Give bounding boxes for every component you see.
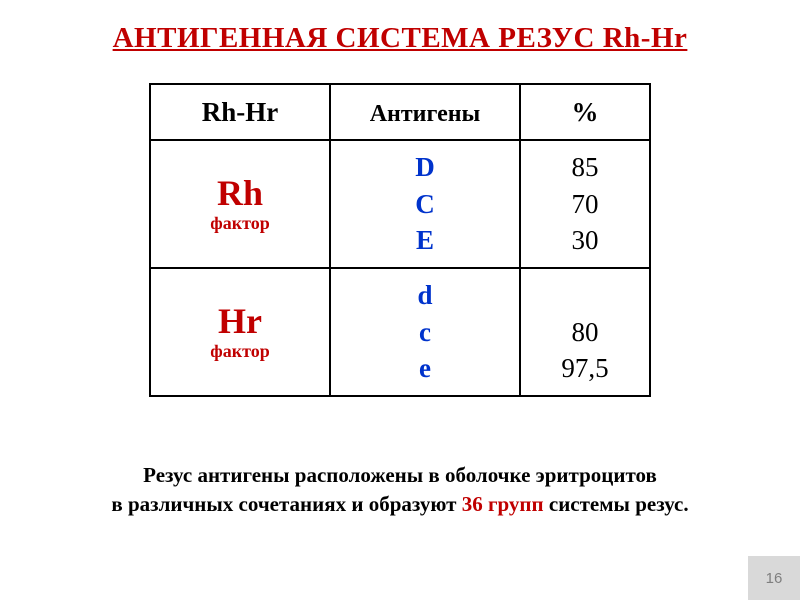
antigen: c xyxy=(331,314,519,350)
header-col2: Антигены xyxy=(370,101,481,127)
footer-line2a: в различных сочетаниях и образуют xyxy=(111,492,461,516)
footer-line2b: системы резус. xyxy=(544,492,689,516)
antigen: E xyxy=(331,222,519,258)
slide-title: АНТИГЕННАЯ СИСТЕМА РЕЗУС Rh-Hr xyxy=(0,0,800,55)
antigen: C xyxy=(331,186,519,222)
factor-name: Hr xyxy=(151,303,329,339)
table-header-row: Rh-Hr Антигены % xyxy=(150,84,650,140)
footer-accent: 36 групп xyxy=(462,492,544,516)
antigen: D xyxy=(331,149,519,185)
percent: 85 xyxy=(521,149,649,185)
percent: 80 xyxy=(521,314,649,350)
header-col1: Rh-Hr xyxy=(202,97,279,127)
header-col3: % xyxy=(572,97,599,127)
table-row: Rh фактор D C E 85 70 30 xyxy=(150,140,650,268)
antigen: d xyxy=(331,277,519,313)
table-container: Rh-Hr Антигены % Rh фактор D C E 85 70 3… xyxy=(0,83,800,397)
footer-text: Резус антигены расположены в оболочке эр… xyxy=(0,461,800,518)
page-number: 16 xyxy=(766,570,783,587)
antigen-table: Rh-Hr Антигены % Rh фактор D C E 85 70 3… xyxy=(149,83,651,397)
footer-line1: Резус антигены расположены в оболочке эр… xyxy=(0,461,800,489)
factor-sub: фактор xyxy=(151,341,329,362)
table-row: Hr фактор d c e 80 97,5 xyxy=(150,268,650,396)
factor-name: Rh xyxy=(151,175,329,211)
antigen: e xyxy=(331,350,519,386)
percent: 70 xyxy=(521,186,649,222)
footer-line2: в различных сочетаниях и образуют 36 гру… xyxy=(0,490,800,518)
percent: 97,5 xyxy=(521,350,649,386)
percent: 30 xyxy=(521,222,649,258)
percent xyxy=(521,277,649,313)
page-number-box: 16 xyxy=(748,556,800,600)
factor-sub: фактор xyxy=(151,213,329,234)
